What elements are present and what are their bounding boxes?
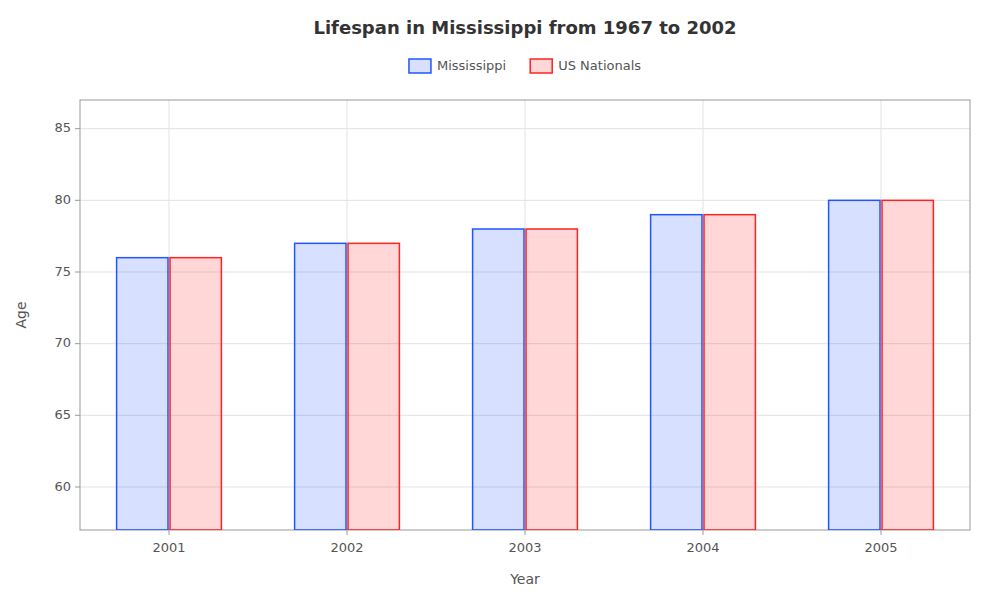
x-tick xyxy=(169,530,170,535)
x-tick-label: 2002 xyxy=(330,540,363,555)
x-axis: 2001 2002 2003 2004 2005 xyxy=(152,530,897,555)
y-axis-label: Age xyxy=(13,301,29,328)
bar xyxy=(348,243,399,530)
y-tick xyxy=(75,343,80,344)
legend-swatch xyxy=(409,59,431,73)
legend-swatch xyxy=(530,59,552,73)
x-tick xyxy=(881,530,882,535)
bar xyxy=(651,215,702,530)
legend: Mississippi US Nationals xyxy=(409,58,641,74)
x-tick-label: 2003 xyxy=(508,540,541,555)
title: Lifespan in Mississippi from 1967 to 200… xyxy=(313,17,736,38)
legend-label: Mississippi xyxy=(437,58,506,73)
bar xyxy=(829,200,880,530)
y-tick-label: 60 xyxy=(54,479,71,494)
y-tick xyxy=(75,128,80,129)
chart-container: 60 65 70 75 80 85 2001 2002 2003 2004 2005 Year Age L… xyxy=(0,0,1000,600)
y-tick xyxy=(75,200,80,201)
x-tick xyxy=(525,530,526,535)
x-tick-label: 2004 xyxy=(686,540,719,555)
x-axis-label: Year xyxy=(509,571,540,587)
bar xyxy=(473,229,524,530)
legend-label: US Nationals xyxy=(558,58,641,73)
y-tick xyxy=(75,415,80,416)
y-tick-label: 70 xyxy=(54,335,71,350)
x-tick xyxy=(347,530,348,535)
grid xyxy=(80,100,970,530)
chart: 60 65 70 75 80 85 2001 2002 2003 2004 2005 Year Age L… xyxy=(0,0,1000,600)
bar xyxy=(117,258,168,530)
y-tick xyxy=(75,272,80,273)
y-tick-label: 85 xyxy=(54,120,71,135)
legend-item: US Nationals xyxy=(530,58,641,74)
bars xyxy=(117,200,934,530)
y-tick-label: 65 xyxy=(54,407,71,422)
bar xyxy=(882,200,933,530)
bar xyxy=(704,215,755,530)
y-tick-label: 80 xyxy=(54,192,71,207)
bar xyxy=(526,229,577,530)
y-tick xyxy=(75,487,80,488)
y-tick-label: 75 xyxy=(54,264,71,279)
x-tick-label: 2005 xyxy=(864,540,897,555)
x-tick xyxy=(703,530,704,535)
y-axis: 60 65 70 75 80 85 xyxy=(54,120,80,493)
plot-frame xyxy=(80,100,970,530)
legend-item: Mississippi xyxy=(409,58,506,74)
bar xyxy=(170,258,221,530)
bar xyxy=(295,243,346,530)
x-tick-label: 2001 xyxy=(152,540,185,555)
